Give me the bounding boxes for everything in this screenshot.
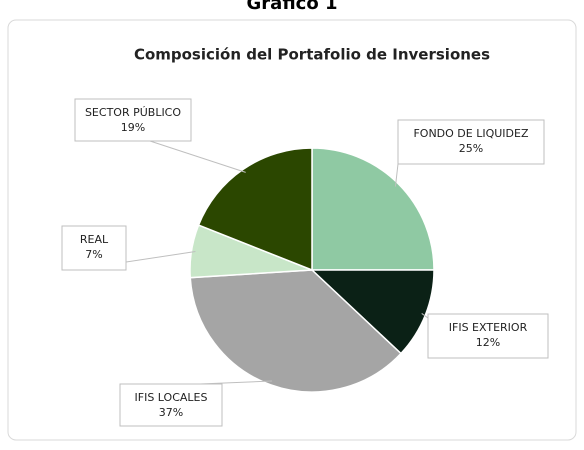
figure-heading: Gráfico 1 xyxy=(247,0,338,14)
pie-slice xyxy=(197,147,313,272)
slice-label: IFIS LOCALES xyxy=(135,391,208,404)
slice-value-label: 25% xyxy=(459,142,483,155)
pie-slice xyxy=(189,269,402,393)
slice-value-label: 7% xyxy=(85,248,102,261)
slice-label: REAL xyxy=(80,233,109,246)
pie-slice xyxy=(310,269,435,355)
pie-slice xyxy=(311,147,435,271)
callout-line xyxy=(421,313,429,319)
label-box xyxy=(74,98,192,142)
label-box xyxy=(119,383,223,427)
callout-line xyxy=(394,163,399,187)
slice-value-label: 12% xyxy=(476,336,500,349)
label-box xyxy=(61,225,127,271)
callout-line xyxy=(149,140,246,173)
label-box xyxy=(427,313,549,359)
slice-label: FONDO DE LIQUIDEZ xyxy=(413,127,529,140)
callout-line xyxy=(125,251,196,263)
slice-value-label: 37% xyxy=(159,406,183,419)
slice-label: SECTOR PÚBLICO xyxy=(85,106,181,119)
chart-title: Composición del Portafolio de Inversione… xyxy=(134,46,490,64)
label-box xyxy=(397,119,545,165)
slice-value-label: 19% xyxy=(121,121,145,134)
slice-label: IFIS EXTERIOR xyxy=(449,321,528,334)
